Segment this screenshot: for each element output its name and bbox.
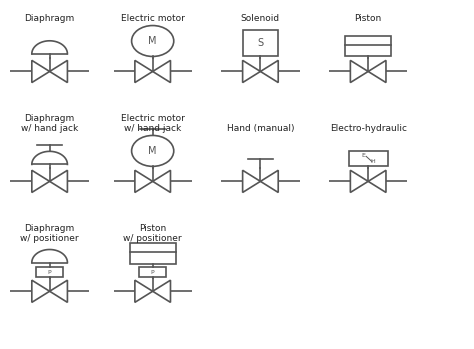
Text: Electric motor: Electric motor [121,14,184,23]
Text: P: P [48,269,52,275]
Text: Diaphragm
w/ positioner: Diaphragm w/ positioner [20,224,79,243]
Text: P: P [151,269,155,275]
Text: Piston: Piston [355,14,382,23]
Text: Piston
w/ positioner: Piston w/ positioner [123,224,182,243]
Text: E: E [361,154,365,158]
Text: Hand (manual): Hand (manual) [227,124,294,133]
Text: Electric motor
w/ hand jack: Electric motor w/ hand jack [121,114,184,133]
Text: Electro-hydraulic: Electro-hydraulic [329,124,407,133]
Text: Solenoid: Solenoid [241,14,280,23]
Text: Diaphragm
w/ hand jack: Diaphragm w/ hand jack [21,114,78,133]
Text: M: M [148,36,157,46]
Text: S: S [257,38,264,48]
Text: M: M [148,146,157,156]
Text: Diaphragm: Diaphragm [25,14,75,23]
Text: H: H [371,158,375,164]
